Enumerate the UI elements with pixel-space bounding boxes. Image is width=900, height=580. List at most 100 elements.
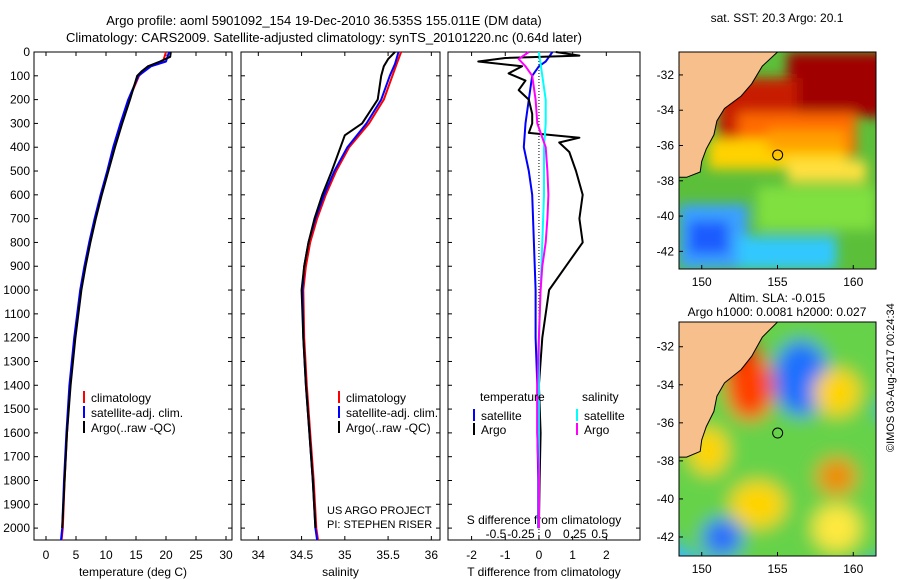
sst-blobs — [679, 52, 876, 269]
x-tick-label: 20 — [159, 548, 173, 562]
x-axis-label: T difference from climatology — [467, 565, 621, 579]
figure-title-line1: Argo profile: aoml 5901092_154 19-Dec-20… — [106, 13, 542, 28]
profile-panel-1: 0 5 10 15 20 25 300100200300400500600700800900… — [3, 45, 233, 579]
sst-patch — [787, 52, 876, 118]
land-mask — [679, 322, 779, 458]
sla-patch — [812, 368, 861, 416]
x-axis-label-top: S difference from climatology — [467, 513, 622, 527]
x-tick-label: 36 — [425, 548, 439, 562]
sla-patch — [730, 481, 786, 528]
sst-map-title: sat. SST: 20.3 Argo: 20.1 — [711, 11, 844, 25]
map-y-tick-label: -36 — [657, 416, 675, 430]
land-mask — [679, 52, 779, 178]
map-y-tick-label: -42 — [657, 244, 675, 258]
s-tick-label: 0.5 — [591, 527, 608, 541]
legend-label: satellite — [481, 409, 522, 423]
y-tick-label: 0 — [23, 45, 30, 59]
sst-patch — [767, 130, 847, 152]
sla-patch — [816, 457, 857, 496]
map-x-tick-label: 155 — [767, 275, 787, 289]
map-y-tick-label: -32 — [657, 340, 675, 354]
map-x-tick-label: 150 — [692, 275, 712, 289]
legend-label: Argo — [481, 423, 507, 437]
legend-label: climatology — [346, 391, 406, 405]
x-tick-label: -2 — [466, 548, 477, 562]
legend-heading-temperature: temperature — [480, 390, 545, 404]
map-y-tick-label: -34 — [657, 378, 675, 392]
profile-panel-2: 34 34.5 35 35.5 36 salinity climatologysatelli… — [240, 51, 441, 579]
x-tick-label: 34 — [252, 548, 266, 562]
series-line-argo-raw-qc- — [61, 51, 172, 529]
map-y-tick-label: -38 — [657, 454, 675, 468]
map-y-tick-label: -32 — [657, 68, 675, 82]
y-tick-label: 1800 — [3, 473, 30, 487]
sla-map-title-line1: Altim. SLA: -0.015 — [729, 291, 826, 305]
x-tick-label: 5 — [73, 548, 80, 562]
y-tick-label: 1400 — [3, 378, 30, 392]
sst-patch — [787, 160, 867, 183]
project-annotation: US ARGO PROJECT — [327, 505, 432, 517]
map-panel-2: 150 155 160 -32 -34 -36 -38 -40 -42 Altim. SLA: -… — [657, 291, 877, 576]
map-x-tick-label: 155 — [767, 562, 787, 576]
y-tick-label: 500 — [10, 164, 30, 178]
x-tick-label: 2 — [603, 548, 610, 562]
panel-frame — [33, 51, 233, 541]
map-field — [679, 52, 876, 269]
map-y-tick-label: -40 — [657, 492, 675, 506]
y-tick-label: 1300 — [3, 354, 30, 368]
x-tick-label: 30 — [219, 548, 233, 562]
s-tick-label: -0.25 — [507, 527, 535, 541]
x-tick-label: -1 — [500, 548, 511, 562]
series-line-salinity-satellite — [537, 51, 547, 529]
x-tick-label: 34.5 — [290, 548, 314, 562]
y-tick-label: 1600 — [3, 426, 30, 440]
y-tick-label: 700 — [10, 212, 30, 226]
x-tick-label: 0 — [536, 548, 543, 562]
y-tick-label: 200 — [10, 93, 30, 107]
legend-label: climatology — [91, 391, 151, 405]
map-x-tick-label: 160 — [843, 562, 863, 576]
map-y-tick-label: -36 — [657, 139, 675, 153]
y-tick-label: 800 — [10, 235, 30, 249]
y-tick-label: 600 — [10, 188, 30, 202]
legend-label: Argo(..raw -QC) — [91, 421, 176, 435]
figure-title-line2: Climatology: CARS2009. Satellite-adjuste… — [66, 30, 582, 45]
map-panel-1: 150 155 160 -32 -34 -36 -38 -40 -42 sat. SST: 20.… — [657, 11, 877, 289]
profile-panel-3: -2 -1 0 1 2 T difference from climatology S di… — [447, 51, 641, 579]
sst-patch — [688, 221, 729, 254]
x-tick-label: 0 — [43, 548, 50, 562]
sla-blobs — [679, 322, 876, 556]
s-tick-label: 0 — [544, 527, 551, 541]
series-line-salinity-argo — [517, 51, 550, 529]
sla-patch — [702, 518, 743, 556]
pi-annotation: PI: STEPHEN RISER — [327, 519, 432, 531]
y-tick-label: 1000 — [3, 283, 30, 297]
legend-label: satellite-adj. clim. — [91, 406, 183, 420]
y-tick-label: 100 — [10, 69, 30, 83]
map-y-tick-label: -40 — [657, 209, 675, 223]
map-x-tick-label: 150 — [692, 562, 712, 576]
legend-label: satellite — [584, 409, 625, 423]
x-tick-label: 1 — [569, 548, 576, 562]
y-tick-label: 1900 — [3, 497, 30, 511]
map-field — [679, 322, 876, 556]
y-tick-label: 1200 — [3, 331, 30, 345]
map-y-tick-label: -38 — [657, 174, 675, 188]
series-line-argo-raw-qc- — [300, 51, 396, 529]
legend-label: satellite-adj. clim. — [346, 406, 438, 420]
map-y-tick-label: -34 — [657, 103, 675, 117]
x-tick-label: 35 — [338, 548, 352, 562]
map-x-tick-label: 160 — [843, 275, 863, 289]
y-tick-label: 1700 — [3, 450, 30, 464]
series-line-temperature-argo — [477, 51, 584, 529]
y-tick-label: 2000 — [3, 521, 30, 535]
s-tick-label: 0.25 — [563, 527, 587, 541]
x-axis-label: temperature (deg C) — [79, 565, 187, 579]
x-tick-label: 10 — [99, 548, 113, 562]
x-axis-label: salinity — [322, 565, 359, 579]
y-tick-label: 1100 — [4, 307, 30, 321]
panel-frame — [447, 51, 641, 541]
x-tick-label: 35.5 — [376, 548, 400, 562]
y-tick-label: 300 — [10, 116, 30, 130]
